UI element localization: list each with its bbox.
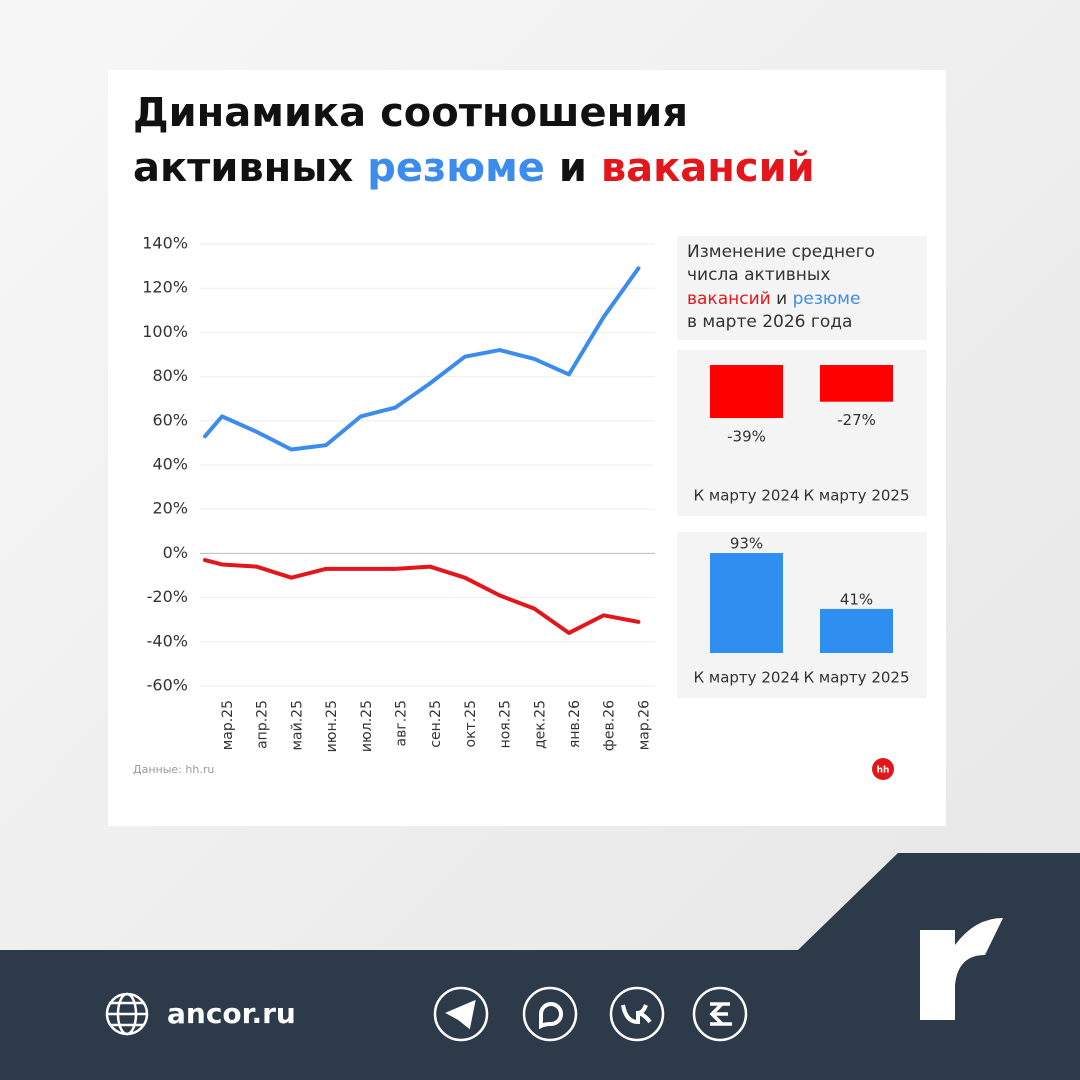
title-line: активных резюме и вакансий	[133, 145, 815, 191]
vk-glyph	[621, 1004, 652, 1025]
title-line: Динамика соотношения	[133, 90, 688, 136]
y-tick-label: 120%	[142, 278, 188, 297]
y-tick-label: 0%	[163, 543, 188, 562]
x-tick-label: К марту 2025	[803, 669, 909, 687]
panel-heading-box	[677, 236, 927, 340]
series-line	[203, 266, 641, 452]
y-tick-label: -20%	[147, 587, 188, 606]
title-word: резюме	[367, 145, 545, 191]
title-word: активных	[133, 145, 353, 191]
x-tick-label: янв.26	[567, 700, 583, 748]
y-tick-label: 60%	[152, 410, 188, 429]
dzen-glyph	[709, 1002, 732, 1026]
y-tick-label: 40%	[152, 455, 188, 474]
vk-icon[interactable]	[609, 986, 665, 1042]
panel-heading: в марте 2026 года	[687, 312, 852, 332]
bar	[820, 365, 893, 402]
value-label: -39%	[727, 428, 766, 446]
source: Данные: hh.ru	[133, 763, 214, 776]
x-tick-label: июн.25	[324, 700, 340, 752]
x-tick-label: К марту 2025	[803, 487, 909, 505]
x-tick-label: авг.25	[394, 700, 410, 746]
value-label: -27%	[837, 411, 876, 429]
logo: hh	[877, 766, 890, 776]
y-tick-label: 80%	[152, 366, 188, 385]
x-tick-label: окт.25	[463, 700, 479, 747]
y-tick-label: -40%	[147, 631, 188, 650]
x-tick-label: фев.26	[602, 700, 618, 751]
x-tick-label: мар.26	[636, 700, 652, 750]
telegram-glyph	[445, 999, 476, 1030]
bar	[710, 553, 783, 653]
x-tick-label: сен.25	[428, 700, 444, 748]
value-label: 93%	[730, 535, 763, 553]
max-glyph	[539, 1002, 563, 1030]
max-icon[interactable]	[522, 986, 578, 1042]
panel-word: и	[776, 289, 787, 309]
y-tick-label: 140%	[142, 234, 188, 253]
panel-heading: числа активных	[687, 265, 830, 285]
panel-heading: вакансий и резюме	[687, 289, 860, 309]
panel-word: резюме	[793, 289, 861, 309]
logo-badge	[872, 758, 894, 780]
bar	[820, 608, 893, 653]
y-tick-label: 20%	[152, 499, 188, 518]
title-word: и	[559, 145, 587, 191]
x-tick-label: К марту 2024	[693, 669, 799, 687]
panel-word: вакансий	[687, 289, 771, 309]
y-tick-label: -60%	[147, 676, 188, 695]
x-tick-label: июл.25	[359, 700, 375, 752]
site[interactable]: ancor.ru	[167, 997, 296, 1030]
value-label: 41%	[840, 590, 873, 608]
globe-icon	[105, 992, 149, 1036]
brand-logo	[920, 918, 1003, 1020]
series-line	[203, 558, 641, 635]
footer-band	[0, 853, 1080, 1080]
x-tick-label: дек.25	[532, 700, 548, 749]
x-tick-label: мар.25	[220, 700, 236, 750]
panel-heading: Изменение среднего	[687, 242, 875, 262]
x-tick-label: ноя.25	[498, 700, 514, 748]
bar	[710, 365, 783, 419]
title-word: вакансий	[601, 145, 815, 191]
x-tick-label: К марту 2024	[693, 487, 799, 505]
x-tick-label: май.25	[289, 700, 305, 751]
x-tick-label: апр.25	[255, 700, 271, 749]
y-tick-label: 100%	[142, 322, 188, 341]
dzen-icon[interactable]	[692, 986, 748, 1042]
telegram-icon[interactable]	[433, 986, 489, 1042]
